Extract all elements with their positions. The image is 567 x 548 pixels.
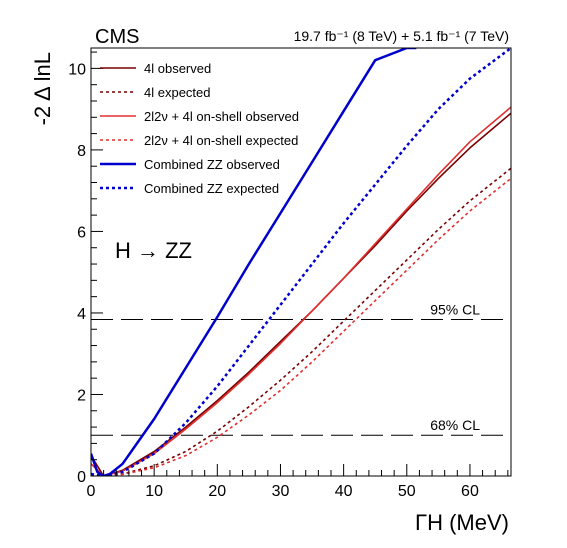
y-axis-label: -2 Δ lnL — [30, 52, 55, 125]
legend-label: Combined ZZ expected — [144, 181, 279, 196]
x-tick-label: 20 — [208, 483, 226, 500]
series-line-5 — [91, 48, 511, 476]
y-tick-label: 0 — [77, 469, 86, 486]
cl-label: 95% CL — [430, 301, 480, 317]
x-tick-label: 10 — [145, 483, 163, 500]
legend: 4l observed 4l expected 2l2ν + 4l on-shell… — [100, 61, 299, 196]
y-tick-label: 4 — [77, 306, 86, 323]
x-tick-label: 60 — [461, 483, 479, 500]
x-tick-label: 0 — [87, 483, 96, 500]
series-line-3 — [91, 177, 511, 476]
y-tick-label: 6 — [77, 224, 86, 241]
y-tick-label: 10 — [68, 61, 86, 78]
legend-label: Combined ZZ observed — [144, 157, 280, 172]
y-tick-label: 2 — [77, 387, 86, 404]
legend-label: 2l2ν + 4l on-shell expected — [144, 133, 298, 148]
y-tick-label: 8 — [77, 143, 86, 160]
cl-lines: 95% CL 68% CL — [91, 301, 511, 436]
process-label: H → ZZ — [115, 238, 192, 263]
x-tick-label: 30 — [272, 483, 290, 500]
luminosity-label: 19.7 fb⁻¹ (8 TeV) + 5.1 fb⁻¹ (7 TeV) — [294, 28, 509, 44]
legend-label: 4l expected — [144, 85, 211, 100]
axis-ticks: 0 10 20 30 40 50 60 0 2 4 6 8 10 — [68, 51, 509, 500]
cl-label: 68% CL — [430, 417, 480, 433]
x-axis-label: ΓH (MeV) — [415, 510, 509, 535]
series-line-1 — [91, 167, 511, 476]
legend-label: 2l2ν + 4l on-shell observed — [144, 109, 299, 124]
plot-frame — [90, 47, 512, 477]
series-line-0 — [91, 112, 511, 476]
curves — [91, 48, 511, 476]
experiment-label: CMS — [95, 26, 139, 48]
x-tick-label: 50 — [398, 483, 416, 500]
legend-label: 4l observed — [144, 61, 211, 76]
x-tick-label: 40 — [335, 483, 353, 500]
